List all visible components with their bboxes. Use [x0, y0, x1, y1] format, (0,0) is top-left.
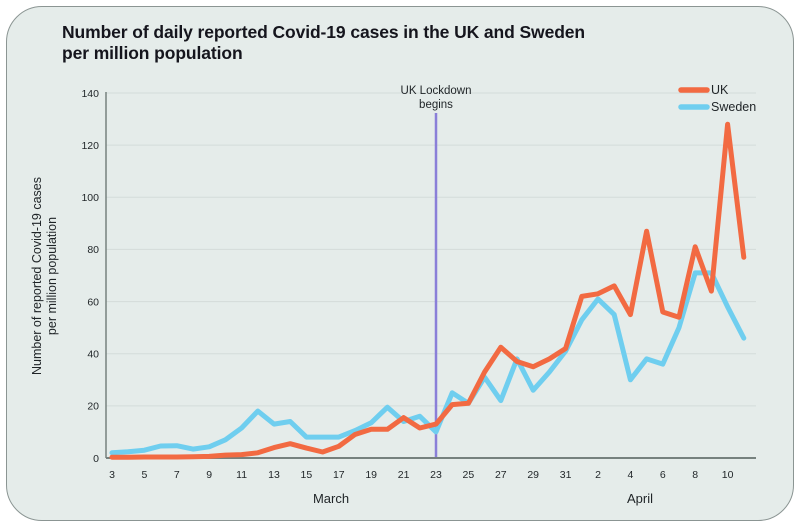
data-lines: [109, 121, 747, 460]
x-tick-label: 17: [333, 469, 345, 481]
x-tick-label: 19: [365, 469, 377, 481]
x-axis-tick-labels: 3 5 7 9 11 13 15 17 19 21 23 25 27 29 31 2 4 6 8 10: [109, 469, 734, 481]
chart-title-line1: Number of daily reported Covid-19 cases …: [62, 22, 586, 42]
lockdown-label-line1: UK Lockdown: [401, 85, 472, 97]
y-tick-label: 80: [87, 244, 99, 256]
x-tick-label: 5: [141, 469, 147, 481]
month-label-march: March: [313, 491, 349, 506]
chart-title: Number of daily reported Covid-19 cases …: [62, 22, 722, 64]
x-tick-label: 7: [174, 469, 180, 481]
legend: UK Sweden: [678, 83, 756, 114]
x-tick-label: 11: [236, 469, 247, 481]
y-tick-label: 140: [81, 88, 99, 100]
gridlines: [106, 92, 756, 407]
x-tick-label: 21: [398, 469, 410, 481]
legend-label-sweden: Sweden: [711, 100, 756, 114]
x-tick-label: 6: [660, 469, 666, 481]
y-axis-title-line1: Number of reported Covid-19 cases: [30, 177, 44, 375]
x-tick-label: 3: [109, 469, 115, 481]
lockdown-label-line2: begins: [419, 99, 453, 111]
x-tick-label: 2: [595, 469, 601, 481]
x-tick-label: 13: [268, 469, 280, 481]
x-tick-label: 9: [206, 469, 212, 481]
chart-card: [6, 6, 794, 521]
x-tick-label: 15: [301, 469, 313, 481]
x-tick-label: 10: [722, 469, 734, 481]
chart-title-line2: per million population: [62, 43, 243, 63]
y-tick-label: 20: [87, 401, 99, 413]
month-label-april: April: [627, 491, 653, 506]
y-tick-label: 40: [87, 349, 99, 361]
x-tick-label: 29: [527, 469, 539, 481]
y-tick-label: 100: [81, 192, 99, 204]
y-axis-title: Number of reported Covid-19 cases per mi…: [30, 177, 59, 375]
series-line-uk: [109, 121, 747, 460]
legend-label-uk: UK: [711, 83, 729, 97]
y-axis-title-line2: per million population: [45, 217, 59, 335]
y-tick-label: 60: [87, 296, 99, 308]
x-tick-label: 27: [495, 469, 507, 481]
x-tick-label: 31: [560, 469, 572, 481]
y-axis-tick-labels: 0 20 40 60 80 100 120 140: [81, 88, 99, 465]
x-tick-label: 25: [463, 469, 475, 481]
y-tick-label: 120: [81, 140, 99, 152]
x-tick-label: 23: [430, 469, 442, 481]
x-tick-label: 4: [627, 469, 633, 481]
y-tick-label: 0: [93, 453, 99, 465]
x-tick-label: 8: [692, 469, 698, 481]
